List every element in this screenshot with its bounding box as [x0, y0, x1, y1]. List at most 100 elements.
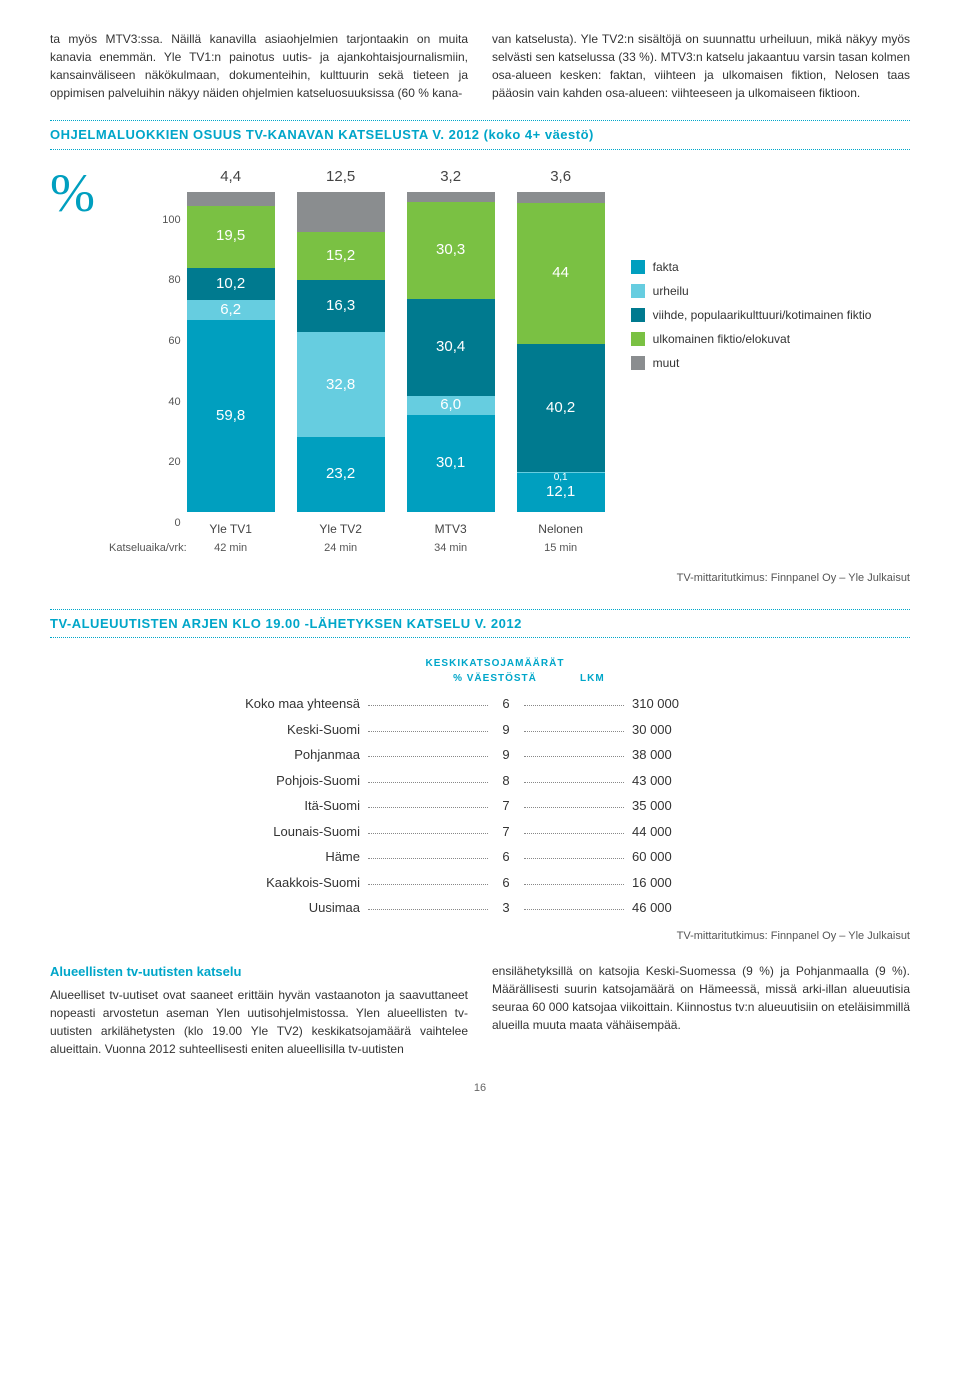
region-count: 43 000 [632, 771, 712, 791]
page-number: 16 [50, 1080, 910, 1097]
katsel-label: Katseluaika/vrk: [109, 540, 187, 557]
bars: 4,459,86,210,219,5Yle TV142 min12,523,23… [187, 166, 605, 557]
bar-segment: 30,3 [407, 202, 495, 299]
bar-segment: 23,2 [297, 437, 385, 511]
region-count: 60 000 [632, 847, 712, 867]
dots [368, 854, 488, 859]
region-pct: 7 [496, 796, 516, 816]
table-head1: KESKIKATSOJAMÄÄRÄT [426, 658, 565, 669]
dots [368, 701, 488, 706]
table-head3: LKM [580, 671, 740, 686]
bar-segment [517, 192, 605, 204]
bar-min: 34 min [434, 540, 467, 557]
para-right: ensilähetyksillä on katsojia Keski-Suome… [492, 962, 910, 1058]
region-name: Häme [200, 847, 360, 867]
chart-title: OHJELMALUOKKIEN OSUUS TV-KANAVAN KATSELU… [50, 120, 910, 150]
region-name: Keski-Suomi [200, 720, 360, 740]
bar-segment: 6,2 [187, 300, 275, 320]
y-tick: 0 [109, 515, 181, 532]
bar-segment [407, 192, 495, 202]
bar-segment: 30,4 [407, 299, 495, 396]
bar-segment: 19,5 [187, 206, 275, 268]
para-title: Alueellisten tv-uutisten katselu [50, 962, 468, 982]
dots [368, 905, 488, 910]
y-tick: 40 [109, 394, 181, 411]
chart-source: TV-mittaritutkimus: Finnpanel Oy – Yle J… [50, 570, 910, 587]
intro-right: van katselusta). Yle TV2:n sisältöjä on … [492, 30, 910, 102]
bar-name: MTV3 [435, 520, 467, 538]
para-left: Alueelliset tv-uutiset ovat saaneet erit… [50, 988, 468, 1056]
legend-swatch [631, 356, 645, 370]
bar-name: Nelonen [538, 520, 583, 538]
table-row: Keski-Suomi930 000 [200, 720, 760, 740]
bar-stack: 12,10,140,244 [517, 192, 605, 512]
bar-stack: 59,86,210,219,5 [187, 192, 275, 512]
legend-swatch [631, 332, 645, 346]
chart-wrap: % 100806040200 Katseluaika/vrk: 4,459,86… [50, 166, 910, 557]
region-count: 46 000 [632, 898, 712, 918]
bar-segment [297, 192, 385, 232]
table-row: Koko maa yhteensä 6 310 000 [200, 694, 760, 714]
region-count: 44 000 [632, 822, 712, 842]
legend-swatch [631, 284, 645, 298]
bar-top-label: 12,5 [326, 166, 355, 192]
region-pct: 6 [496, 694, 516, 714]
bar-name: Yle TV2 [319, 520, 361, 538]
percent-symbol: % [50, 166, 95, 220]
table-row: Häme 6 60 000 [200, 847, 760, 867]
bottom-columns: Alueellisten tv-uutisten katselu Alueell… [50, 962, 910, 1058]
region-count: 35 000 [632, 796, 712, 816]
region-name: Koko maa yhteensä [200, 694, 360, 714]
chart-area: % 100806040200 Katseluaika/vrk: 4,459,86… [50, 166, 605, 557]
region-pct: 6 [496, 873, 516, 893]
legend-label: urheilu [653, 282, 689, 300]
dots [524, 905, 624, 910]
dots [368, 778, 488, 783]
bar-name: Yle TV1 [209, 520, 251, 538]
region-name: Itä-Suomi [200, 796, 360, 816]
bar-stack: 30,16,030,430,3 [407, 192, 495, 512]
region-name: Uusimaa [200, 898, 360, 918]
dots [524, 701, 624, 706]
y-tick: 60 [109, 333, 181, 350]
region-name: Lounais-Suomi [200, 822, 360, 842]
dots [368, 829, 488, 834]
legend-swatch [631, 260, 645, 274]
region-pct: 7 [496, 822, 516, 842]
bar-segment: 40,2 [517, 344, 605, 473]
y-axis: 100806040200 [109, 212, 187, 532]
y-tick: 20 [109, 454, 181, 471]
table-row: Uusimaa346 000 [200, 898, 760, 918]
bar-segment: 59,8 [187, 320, 275, 511]
dots [524, 727, 624, 732]
region-pct: 6 [496, 847, 516, 867]
region-name: Kaakkois-Suomi [200, 873, 360, 893]
bar-segment: 30,1 [407, 415, 495, 511]
legend-swatch [631, 308, 645, 322]
table-row: Pohjanmaa938 000 [200, 745, 760, 765]
bar-col: 3,230,16,030,430,3MTV334 min [407, 166, 495, 557]
legend: faktaurheiluviihde, populaarikulttuuri/k… [631, 258, 872, 378]
table-head2: % VÄESTÖSTÄ [453, 673, 537, 684]
dots [524, 803, 624, 808]
intro-columns: ta myös MTV3:ssa. Näillä kanavilla asiao… [50, 30, 910, 102]
bar-top-label: 3,6 [550, 166, 571, 192]
region-table: KESKIKATSOJAMÄÄRÄT % VÄESTÖSTÄ LKM Koko m… [200, 656, 760, 918]
bar-min: 15 min [544, 540, 577, 557]
region-count: 30 000 [632, 720, 712, 740]
bar-min: 42 min [214, 540, 247, 557]
dots [368, 752, 488, 757]
bar-col: 12,523,232,816,315,2Yle TV224 min [297, 166, 385, 557]
bar-top-label: 3,2 [440, 166, 461, 192]
bar-segment [187, 192, 275, 206]
legend-row: urheilu [631, 282, 872, 300]
table-head: KESKIKATSOJAMÄÄRÄT % VÄESTÖSTÄ LKM [200, 656, 760, 686]
region-count: 310 000 [632, 694, 712, 714]
legend-row: muut [631, 354, 872, 372]
y-tick: 80 [109, 272, 181, 289]
table-row: Kaakkois-Suomi616 000 [200, 873, 760, 893]
region-count: 38 000 [632, 745, 712, 765]
bar-segment: 6,0 [407, 396, 495, 415]
region-name: Pohjanmaa [200, 745, 360, 765]
legend-label: viihde, populaarikulttuuri/kotimainen fi… [653, 306, 872, 324]
